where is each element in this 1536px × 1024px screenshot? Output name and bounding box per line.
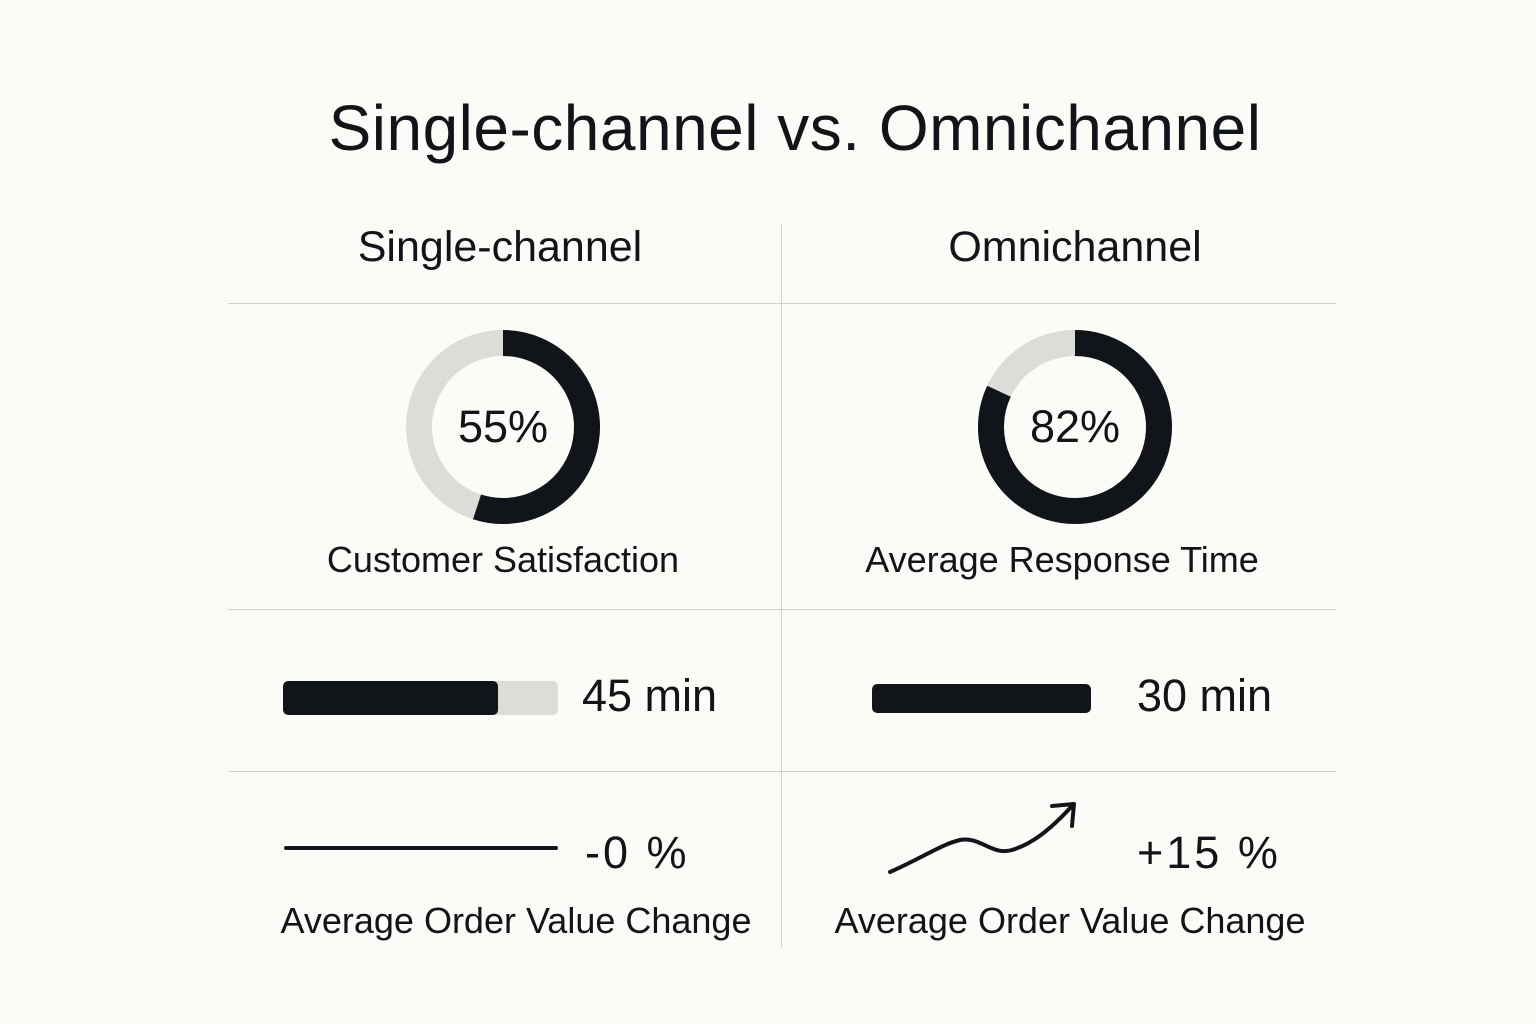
- donut-value-label: 82%: [1029, 401, 1121, 452]
- bar-track-omnichannel: [872, 684, 1091, 713]
- column-divider: [781, 224, 782, 948]
- flat-line-icon: [284, 846, 558, 850]
- donut-value-arc: [978, 330, 1172, 524]
- bar-track-single-channel: [283, 681, 558, 715]
- change-value-omnichannel: +15 %: [1137, 827, 1281, 878]
- change-value-single-channel: -0 %: [585, 827, 690, 878]
- donut-chart-omnichannel: 82%: [975, 327, 1175, 527]
- column-heading-omnichannel: Omnichannel: [948, 223, 1202, 271]
- change-label-omnichannel: Average Order Value Change: [834, 900, 1306, 941]
- trend-line-stroke: [888, 804, 1074, 874]
- donut-label-single-channel: Customer Satisfaction: [326, 539, 680, 580]
- donut-label-omnichannel: Average Response Time: [865, 539, 1259, 580]
- row-divider-middle: [228, 609, 1336, 610]
- arrow-head-stroke: [1050, 802, 1076, 828]
- donut-value-arc: [473, 330, 600, 524]
- row-divider-bottom: [228, 771, 1336, 772]
- bar-fill-single-channel: [283, 681, 498, 715]
- change-label-single-channel: Average Order Value Change: [280, 900, 752, 941]
- column-heading-single-channel: Single-channel: [357, 223, 643, 271]
- page-title: Single-channel vs. Omnichannel: [328, 92, 1262, 164]
- bar-value-omnichannel: 30 min: [1137, 670, 1273, 721]
- trend-up-arrow-icon: [888, 802, 1076, 874]
- bar-fill-omnichannel: [872, 684, 1091, 713]
- donut-svg-single-channel: [406, 330, 600, 524]
- donut-svg-omnichannel: [978, 330, 1172, 524]
- bar-value-single-channel: 45 min: [582, 670, 718, 721]
- donut-value-label: 55%: [457, 401, 549, 452]
- row-divider-top: [228, 303, 1336, 304]
- donut-chart-single-channel: 55%: [403, 327, 603, 527]
